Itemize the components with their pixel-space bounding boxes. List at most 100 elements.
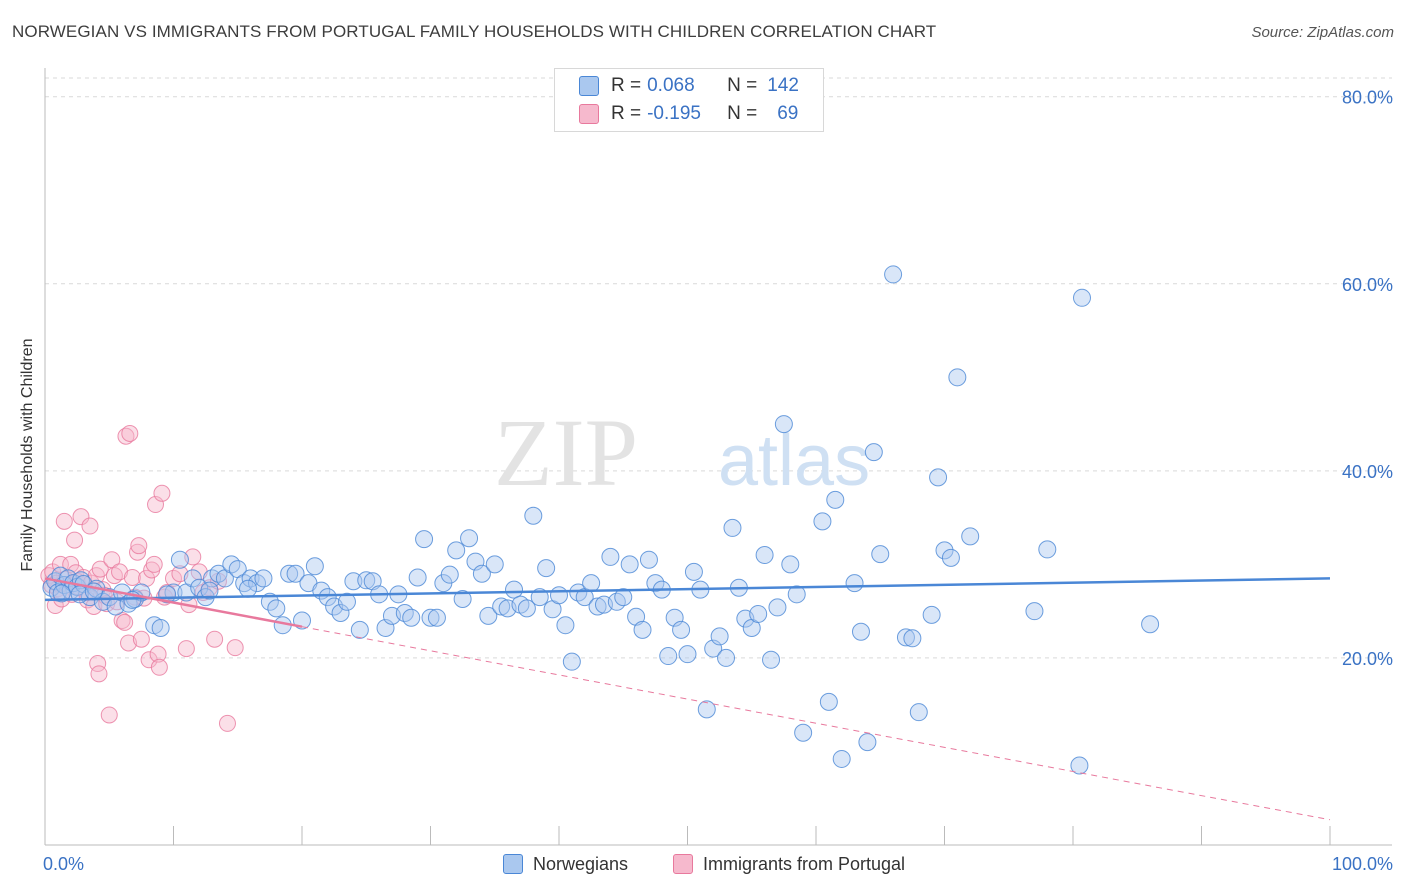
data-point-norwegian <box>337 592 356 611</box>
legend-row-norwegians: R = 0.068 N = 142 <box>579 74 799 98</box>
data-point-norwegian <box>768 598 787 617</box>
data-point-norwegian <box>357 571 376 590</box>
data-point-norwegian <box>151 618 170 637</box>
trend-line-norwegians <box>44 577 1331 602</box>
data-point-norwegian <box>935 541 954 560</box>
legend-n-value: 69 <box>777 103 799 124</box>
data-point-norwegian <box>826 490 845 509</box>
legend-swatch-pink <box>579 104 599 124</box>
data-point-norwegian <box>787 585 806 604</box>
data-point-portugal <box>218 714 236 732</box>
watermark-zip: ZIP <box>494 399 638 506</box>
data-point-portugal <box>72 508 90 526</box>
data-point-norwegian <box>286 564 305 583</box>
data-point-norwegian <box>710 627 729 646</box>
trend-lines <box>44 577 1331 821</box>
data-point-portugal <box>121 424 139 442</box>
data-point-norwegian <box>903 629 922 648</box>
data-point-norwegian <box>209 564 228 583</box>
data-point-norwegian <box>395 604 414 623</box>
data-point-norwegian <box>864 443 883 462</box>
data-point-norwegian <box>460 529 479 548</box>
trend-line-portugal-extension <box>301 626 1331 821</box>
legend-r-value: -0.195 <box>647 103 701 124</box>
legend-r-label: R = <box>611 103 642 124</box>
data-point-norwegian <box>550 586 568 605</box>
data-point-norwegian <box>254 569 273 588</box>
data-point-norwegian <box>421 608 440 627</box>
data-point-norwegian <box>447 541 466 560</box>
y-tick-label: 80.0% <box>1342 88 1393 108</box>
data-point-norwegian <box>845 574 864 593</box>
y-tick-label: 20.0% <box>1342 649 1393 669</box>
bottom-legend-portugal: Immigrants from Portugal <box>673 852 905 876</box>
data-point-norwegian <box>1141 615 1160 634</box>
data-point-norwegian <box>305 557 324 576</box>
tick-labels: 20.0% 40.0% 60.0% 80.0% 0.0% 100.0% <box>43 88 1393 874</box>
y-tick-label: 40.0% <box>1342 462 1393 482</box>
data-point-portugal <box>129 543 147 561</box>
data-point-norwegian <box>331 604 350 623</box>
data-point-portugal <box>206 630 224 648</box>
data-point-norwegian <box>170 550 189 569</box>
data-point-portugal <box>91 560 109 578</box>
series-norwegians <box>42 265 1160 775</box>
data-point-norwegian <box>896 628 915 647</box>
data-point-norwegian <box>749 604 768 623</box>
data-point-norwegian <box>607 592 626 611</box>
data-point-norwegian <box>646 574 665 593</box>
trend-line-portugal <box>44 577 303 628</box>
data-point-norwegian <box>627 607 646 626</box>
data-point-norwegian <box>922 605 941 624</box>
data-point-norwegian <box>280 564 299 583</box>
data-point-norwegian <box>723 518 742 537</box>
data-point-norwegian <box>794 723 813 742</box>
data-point-norwegian <box>200 581 219 600</box>
data-point-portugal <box>111 563 129 581</box>
data-point-norwegian <box>620 555 639 574</box>
data-point-norwegian <box>517 599 536 618</box>
data-point-norwegian <box>222 555 241 574</box>
data-point-norwegian <box>248 574 267 593</box>
source-label: Source: ZipAtlas.com <box>1251 24 1394 41</box>
data-point-norwegian <box>672 620 691 639</box>
data-point-norwegian <box>485 555 504 574</box>
data-point-portugal <box>149 645 167 663</box>
data-point-norwegian <box>961 527 980 546</box>
data-point-norwegian <box>717 648 736 667</box>
legend-r-value: 0.068 <box>647 75 695 96</box>
data-point-portugal <box>226 639 244 657</box>
data-point-portugal <box>120 634 138 652</box>
data-point-portugal <box>90 665 108 683</box>
bottom-legend-label: Immigrants from Portugal <box>703 853 906 874</box>
data-point-norwegian <box>755 546 774 565</box>
data-point-norwegian <box>569 583 588 602</box>
stats-legend: R = 0.068 N = 142 R = -0.195 N = 69 <box>554 68 824 132</box>
data-point-norwegian <box>614 588 633 607</box>
data-point-norwegian <box>633 620 652 639</box>
data-point-norwegian <box>318 588 337 607</box>
legend-n-value: 142 <box>767 75 799 96</box>
bottom-legend-norwegians: Norwegians <box>503 852 628 876</box>
data-point-portugal <box>138 569 156 587</box>
data-point-norwegian <box>183 569 202 588</box>
data-point-norwegian <box>588 597 607 616</box>
data-point-norwegian <box>781 555 800 574</box>
bottom-legend-swatch-pink <box>673 854 693 874</box>
legend-r-label: R = <box>611 75 642 96</box>
data-point-norwegian <box>941 548 960 567</box>
data-point-norwegian <box>851 622 870 641</box>
bottom-legend-label: Norwegians <box>533 853 629 874</box>
data-point-portugal <box>55 512 73 530</box>
data-point-norwegian <box>1072 288 1091 307</box>
data-point-norwegian <box>363 572 382 591</box>
data-point-norwegian <box>415 530 434 549</box>
axes <box>44 68 1392 846</box>
data-point-norwegian <box>492 597 511 616</box>
data-point-portugal <box>100 706 118 724</box>
data-point-norwegian <box>52 584 71 603</box>
data-point-norwegian <box>524 506 543 525</box>
data-point-portugal <box>116 613 134 631</box>
data-point-norwegian <box>858 733 877 752</box>
